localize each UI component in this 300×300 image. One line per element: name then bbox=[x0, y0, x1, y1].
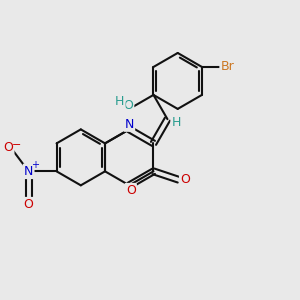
Text: N: N bbox=[124, 118, 134, 130]
Text: O: O bbox=[126, 184, 136, 197]
Text: O: O bbox=[180, 173, 190, 186]
Text: H: H bbox=[172, 116, 181, 129]
Text: N: N bbox=[24, 165, 33, 178]
Text: O: O bbox=[24, 198, 34, 211]
Text: O: O bbox=[3, 141, 13, 154]
Text: O: O bbox=[123, 99, 133, 112]
Text: −: − bbox=[12, 140, 21, 150]
Text: Br: Br bbox=[220, 61, 234, 74]
Text: +: + bbox=[31, 160, 39, 170]
Text: H: H bbox=[115, 95, 124, 108]
